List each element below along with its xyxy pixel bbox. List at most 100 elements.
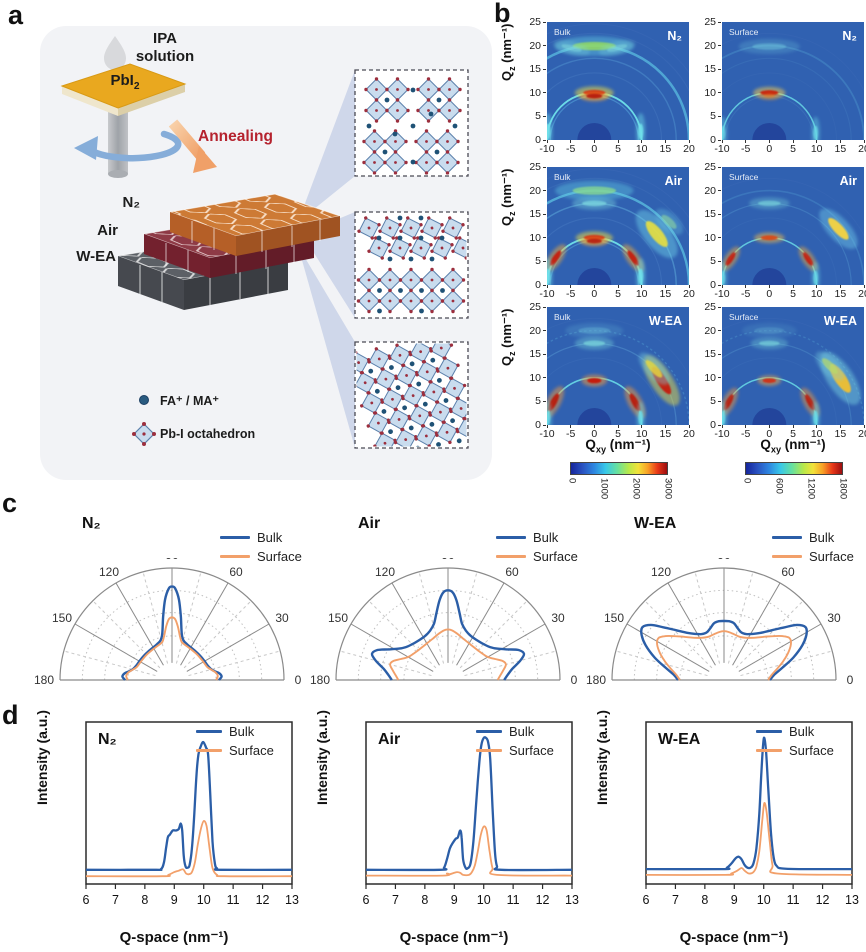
profile-curve-surface xyxy=(645,801,853,876)
y-tick-mark xyxy=(543,424,546,426)
y-tick-label: 25 xyxy=(704,16,716,28)
y-tick-mark xyxy=(543,306,546,308)
y-tick-label: 20 xyxy=(704,39,716,52)
profile-chart: 6 7 8 9 10 11 12 13 xyxy=(83,721,299,907)
y-tick-mark xyxy=(543,21,546,23)
profile-curve-surface xyxy=(85,820,293,878)
panel-label-a: a xyxy=(8,0,24,30)
y-tick-mark xyxy=(718,400,721,402)
x-tick-label: 0 xyxy=(591,428,598,440)
legend-line-swatch xyxy=(756,730,782,733)
legend-row: Surface xyxy=(772,549,854,564)
x-tick-label: 10 xyxy=(635,288,648,300)
x-tick-label: -5 xyxy=(565,428,576,440)
y-tick-label: 5 xyxy=(535,395,541,408)
y-tick-mark xyxy=(543,353,546,355)
colorbar-tick-label: 600 xyxy=(773,478,785,494)
polar-curve-bulk xyxy=(121,585,223,681)
map-condition-label: Air xyxy=(665,174,683,188)
x-tick-mark xyxy=(593,425,595,428)
profile-x-tick: 6 xyxy=(643,893,650,907)
legend-row: Bulk xyxy=(756,724,834,739)
x-tick-label: 15 xyxy=(834,143,847,155)
colorbar xyxy=(745,462,843,475)
y-tick-mark xyxy=(718,237,721,239)
pbi2-plate xyxy=(60,63,187,116)
polar-angle-tick: 0 xyxy=(847,673,854,687)
y-tick-mark xyxy=(543,213,546,215)
y-tick-mark xyxy=(543,330,546,332)
profile-x-tick: 12 xyxy=(256,893,270,907)
map-condition-label: W-EA xyxy=(824,314,857,328)
y-tick-label: 15 xyxy=(529,348,541,361)
x-tick-mark xyxy=(617,425,619,428)
x-tick-label: 0 xyxy=(766,428,773,440)
x-tick-label: -10 xyxy=(714,288,730,300)
pbi2-label: PbI2 xyxy=(110,72,140,92)
polar-legend: Bulk Surface xyxy=(220,530,302,568)
polar-angle-tick: 180 xyxy=(586,673,606,687)
film-label-wea: W-EA xyxy=(76,248,116,265)
profile-x-tick: 10 xyxy=(757,893,771,907)
annealing-label: Annealing xyxy=(198,128,273,145)
y-tick-label: 20 xyxy=(704,324,716,337)
legend-line-swatch xyxy=(476,749,502,752)
y-tick-mark xyxy=(718,92,721,94)
polar-grid: 0 30 60 90 120 150 180 xyxy=(34,558,302,687)
polar-plot-w-ea: W-EA Bulk Surface 0 30 60 90 120 150 180 xyxy=(584,512,864,698)
polar-angle-tick: 180 xyxy=(34,673,54,687)
x-tick-mark xyxy=(688,285,690,288)
y-tick-label: 15 xyxy=(529,63,541,76)
y-tick-label: 15 xyxy=(704,208,716,221)
profile-x-tick: 9 xyxy=(731,893,738,907)
polar-legend: Bulk Surface xyxy=(496,530,578,568)
crystal-structure-air xyxy=(356,215,467,314)
colorbar-tick-label: 2000 xyxy=(630,478,642,500)
y-tick-mark xyxy=(718,260,721,262)
giwaxs-x-axis-title: Qxy (nm⁻¹) xyxy=(585,437,651,455)
x-tick-mark xyxy=(546,285,548,288)
profile-x-tick: 9 xyxy=(451,893,458,907)
ipa-solution-label: IPA solution xyxy=(135,30,195,65)
y-tick-mark xyxy=(543,166,546,168)
profile-x-tick: 7 xyxy=(112,893,119,907)
x-tick-label: 20 xyxy=(683,428,695,440)
x-tick-mark xyxy=(839,285,841,288)
y-tick-label: 15 xyxy=(704,348,716,361)
legend-line-swatch xyxy=(196,730,222,733)
x-tick-mark xyxy=(768,425,770,428)
giwaxs-map-surface-air: Surface Air xyxy=(722,167,864,285)
legend-row: Bulk xyxy=(476,724,554,739)
legend-label: Surface xyxy=(809,549,854,564)
x-tick-mark xyxy=(721,285,723,288)
legend-row: Bulk xyxy=(196,724,274,739)
profile-title: N₂ xyxy=(98,731,117,748)
x-tick-mark xyxy=(664,425,666,428)
giwaxs-map-surface-w-ea: Surface W-EA xyxy=(722,307,864,425)
legend-label: Surface xyxy=(509,743,554,758)
x-tick-mark xyxy=(641,425,643,428)
polar-angle-tick: 120 xyxy=(651,565,671,579)
map-region-label: Bulk xyxy=(554,172,571,182)
legend-line-swatch xyxy=(220,536,250,539)
y-tick-mark xyxy=(543,92,546,94)
legend-label: Bulk xyxy=(809,530,835,545)
polar-angle-tick: 60 xyxy=(505,565,519,579)
x-tick-label: 5 xyxy=(615,143,621,155)
x-tick-mark xyxy=(570,140,572,143)
y-tick-label: 20 xyxy=(529,324,541,337)
y-tick-mark xyxy=(543,400,546,402)
x-tick-mark xyxy=(570,425,572,428)
x-tick-mark xyxy=(664,140,666,143)
y-tick-label: 0 xyxy=(710,419,716,431)
panel-label-d: d xyxy=(2,700,19,730)
polar-curve-surface xyxy=(389,628,507,681)
polar-curve-bulk xyxy=(640,619,808,681)
map-condition-label: N₂ xyxy=(842,29,857,43)
map-region-label: Surface xyxy=(729,172,759,182)
y-tick-mark xyxy=(543,190,546,192)
x-tick-label: 15 xyxy=(659,428,672,440)
legend-cation-label: FA⁺ / MA⁺ xyxy=(160,394,220,408)
profile-x-tick: 8 xyxy=(141,893,148,907)
x-tick-label: 15 xyxy=(834,428,847,440)
